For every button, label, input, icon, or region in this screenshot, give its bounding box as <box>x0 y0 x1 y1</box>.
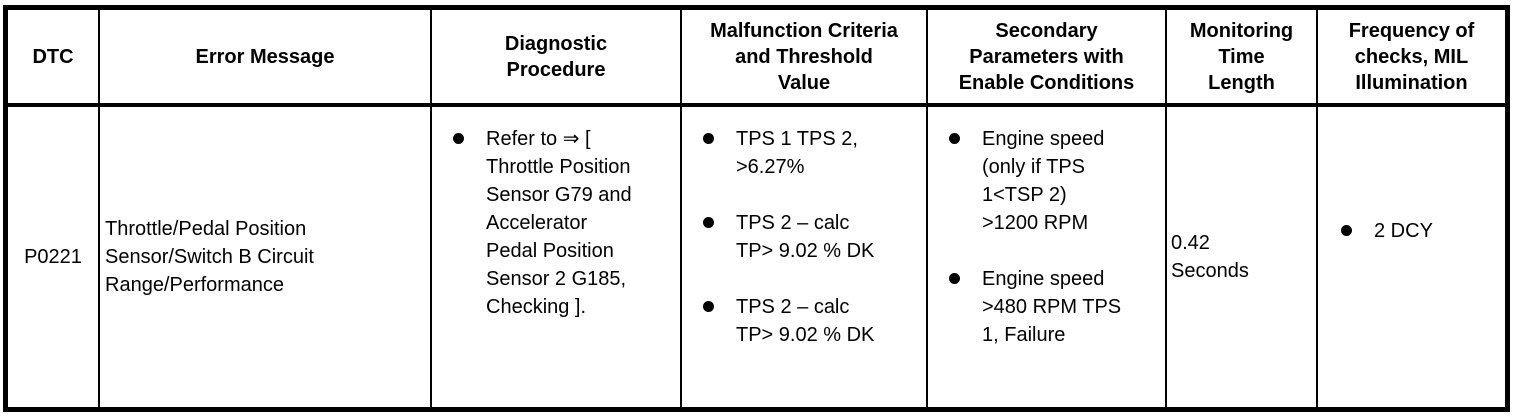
cell-error-message: Throttle/Pedal Position Sensor/Switch B … <box>100 107 432 407</box>
column-header-diagnostic-procedure: Diagnostic Procedure <box>432 10 682 107</box>
column-header-secondary-parameters: Secondary Parameters with Enable Conditi… <box>928 10 1167 107</box>
malfunction-criteria-list: TPS 1 TPS 2, >6.27% TPS 2 – calc TP> 9.02… <box>702 125 924 349</box>
secondary-parameters-list: Engine speed (only if TPS 1<TSP 2) >1200… <box>948 125 1163 349</box>
bullet-item: TPS 2 – calc TP> 9.02 % DK <box>702 209 924 265</box>
cell-frequency-of-checks: 2 DCY <box>1318 107 1505 407</box>
diagnostic-procedure-list: Refer to ⇒ [ Throttle Position Sensor G7… <box>452 125 678 321</box>
bullet-item: TPS 2 – calc TP> 9.02 % DK <box>702 293 924 349</box>
bullet-item: 2 DCY <box>1340 217 1433 245</box>
bullet-item: Refer to ⇒ [ Throttle Position Sensor G7… <box>452 125 678 321</box>
cell-monitoring-time: 0.42 Seconds <box>1167 107 1318 407</box>
column-header-dtc: DTC <box>8 10 100 107</box>
cell-secondary-parameters: Engine speed (only if TPS 1<TSP 2) >1200… <box>928 107 1167 407</box>
bullet-item: Engine speed (only if TPS 1<TSP 2) >1200… <box>948 125 1163 237</box>
column-header-error-message: Error Message <box>100 10 432 107</box>
bullet-item: Engine speed >480 RPM TPS 1, Failure <box>948 265 1163 349</box>
frequency-list: 2 DCY <box>1340 217 1433 245</box>
dtc-table: DTC Error Message Diagnostic Procedure M… <box>3 5 1510 412</box>
column-header-frequency: Frequency of checks, MIL Illumination <box>1318 10 1505 107</box>
cell-dtc-code: P0221 <box>8 107 100 407</box>
bullet-item: TPS 1 TPS 2, >6.27% <box>702 125 924 181</box>
cell-malfunction-criteria: TPS 1 TPS 2, >6.27% TPS 2 – calc TP> 9.02… <box>682 107 928 407</box>
column-header-malfunction-criteria: Malfunction Criteria and Threshold Value <box>682 10 928 107</box>
cell-diagnostic-procedure: Refer to ⇒ [ Throttle Position Sensor G7… <box>432 107 682 407</box>
column-header-monitoring-time: Monitoring Time Length <box>1167 10 1318 107</box>
